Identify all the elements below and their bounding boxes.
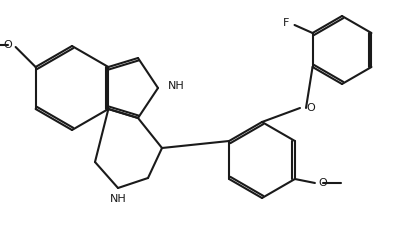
Text: F: F <box>283 18 290 28</box>
Text: NH: NH <box>168 81 185 91</box>
Text: O: O <box>3 40 12 50</box>
Text: O: O <box>306 103 315 113</box>
Text: NH: NH <box>110 194 126 204</box>
Text: O: O <box>318 178 327 188</box>
